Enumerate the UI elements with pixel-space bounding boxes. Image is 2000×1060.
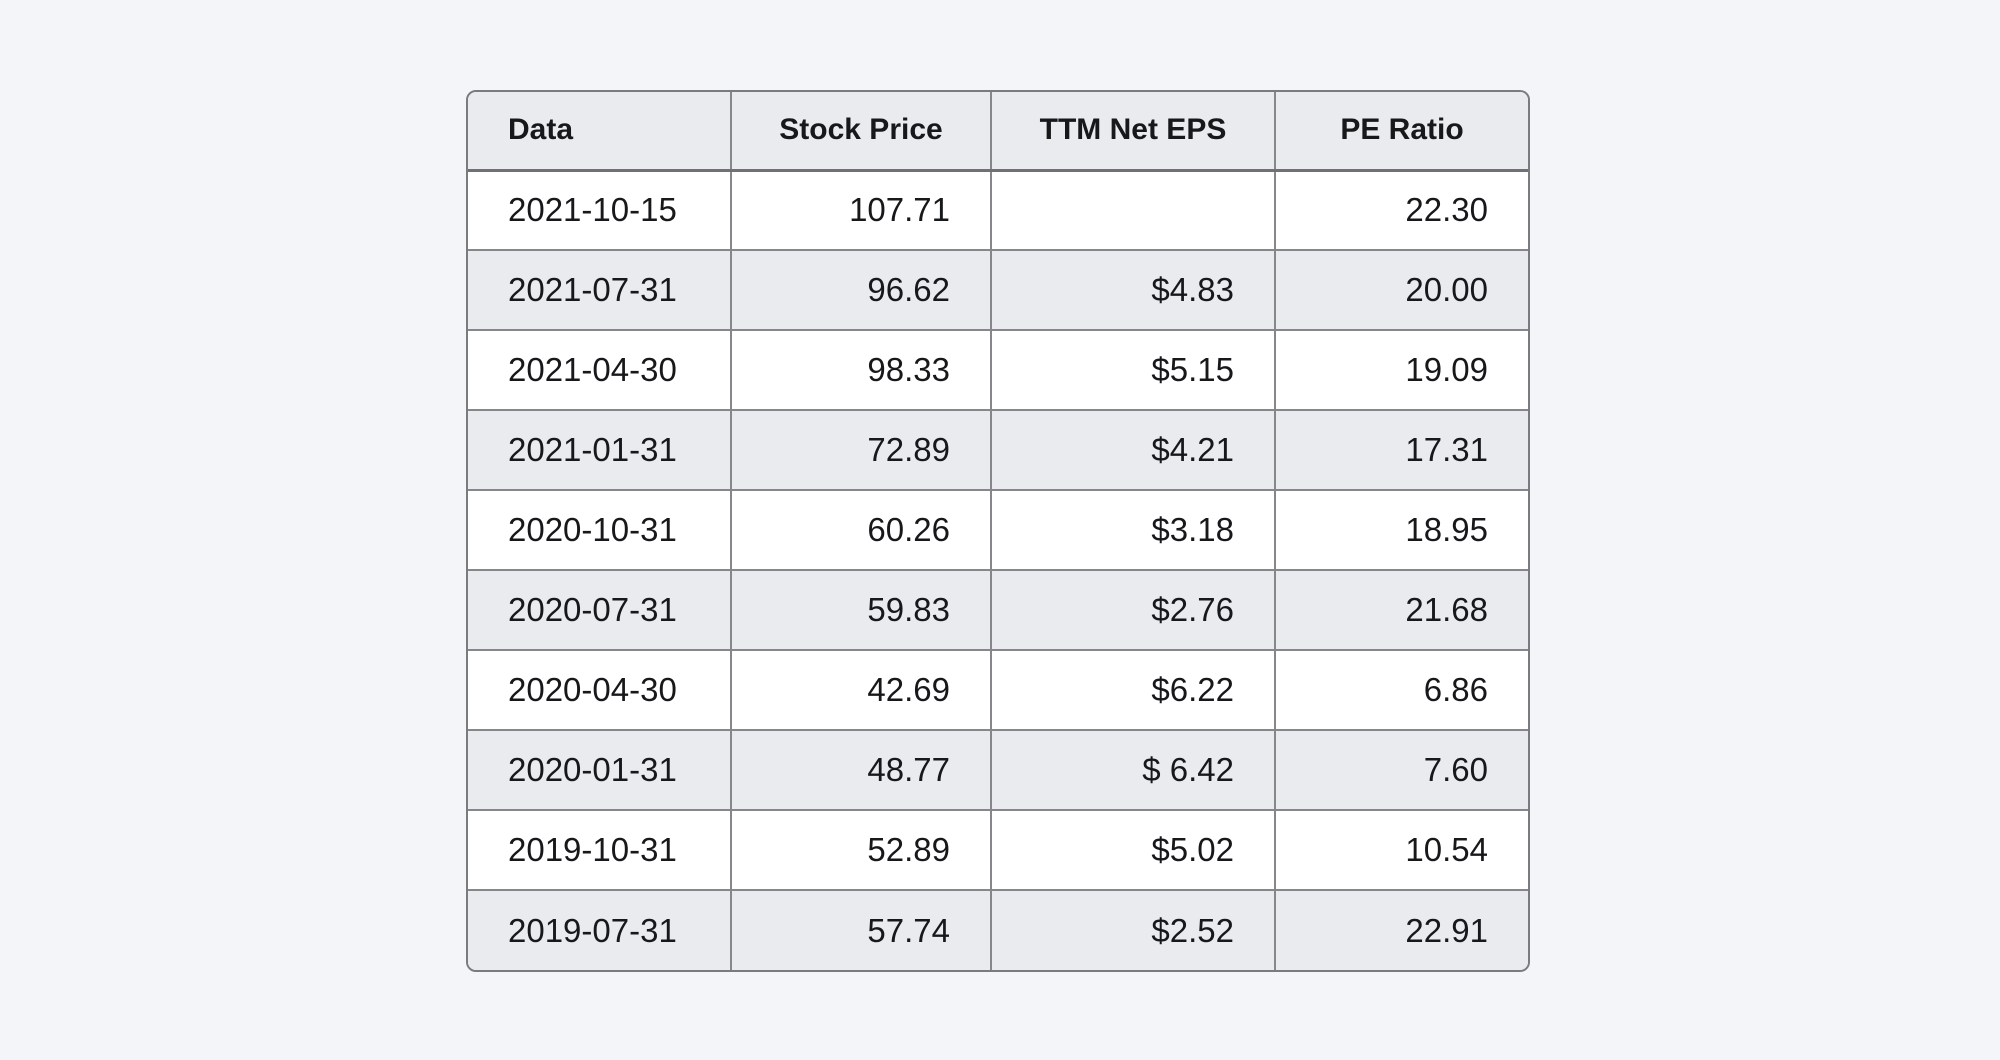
date-cell: 2021-07-31 bbox=[468, 250, 732, 331]
date-cell: 2021-04-30 bbox=[468, 330, 732, 411]
stock-price-cell: 48.77 bbox=[731, 730, 992, 811]
stock-price-cell: 57.74 bbox=[731, 890, 992, 970]
stock-price-cell: 42.69 bbox=[731, 650, 992, 731]
table-body: 2021-10-15 107.71 22.30 2021-07-31 96.62 $4.8… bbox=[468, 170, 1528, 970]
header-pe-ratio: PE Ratio bbox=[1275, 92, 1528, 172]
header-data: Data bbox=[468, 92, 732, 172]
stock-pe-table: Data Stock Price TTM Net EPS PE Ratio 20… bbox=[468, 92, 1528, 970]
table-row: 2020-04-30 42.69 $6.22 6.86 bbox=[468, 650, 1528, 731]
pe-ratio-cell: 20.00 bbox=[1275, 250, 1528, 331]
ttm-eps-cell: $5.15 bbox=[991, 330, 1276, 411]
date-cell: 2020-07-31 bbox=[468, 570, 732, 651]
pe-ratio-cell: 19.09 bbox=[1275, 330, 1528, 411]
date-cell: 2020-04-30 bbox=[468, 650, 732, 731]
ttm-eps-cell: $5.02 bbox=[991, 810, 1276, 891]
table-row: 2021-10-15 107.71 22.30 bbox=[468, 170, 1528, 251]
date-cell: 2019-07-31 bbox=[468, 890, 732, 970]
table-row: 2021-04-30 98.33 $5.15 19.09 bbox=[468, 330, 1528, 411]
header-stock-price: Stock Price bbox=[731, 92, 992, 172]
pe-ratio-cell: 21.68 bbox=[1275, 570, 1528, 651]
pe-ratio-cell: 17.31 bbox=[1275, 410, 1528, 491]
date-cell: 2019-10-31 bbox=[468, 810, 732, 891]
stock-price-cell: 59.83 bbox=[731, 570, 992, 651]
date-cell: 2021-10-15 bbox=[468, 170, 732, 251]
pe-ratio-cell: 18.95 bbox=[1275, 490, 1528, 571]
table-row: 2021-01-31 72.89 $4.21 17.31 bbox=[468, 410, 1528, 491]
ttm-eps-cell: $4.21 bbox=[991, 410, 1276, 491]
stock-price-cell: 96.62 bbox=[731, 250, 992, 331]
ttm-eps-cell bbox=[991, 170, 1276, 251]
pe-ratio-cell: 10.54 bbox=[1275, 810, 1528, 891]
ttm-eps-cell: $6.22 bbox=[991, 650, 1276, 731]
table-row: 2020-01-31 48.77 $ 6.42 7.60 bbox=[468, 730, 1528, 811]
table-row: 2019-07-31 57.74 $2.52 22.91 bbox=[468, 890, 1528, 970]
stock-price-cell: 72.89 bbox=[731, 410, 992, 491]
ttm-eps-cell: $ 6.42 bbox=[991, 730, 1276, 811]
date-cell: 2020-10-31 bbox=[468, 490, 732, 571]
pe-ratio-cell: 22.30 bbox=[1275, 170, 1528, 251]
date-cell: 2021-01-31 bbox=[468, 410, 732, 491]
stock-price-cell: 52.89 bbox=[731, 810, 992, 891]
ttm-eps-cell: $3.18 bbox=[991, 490, 1276, 571]
table-header: Data Stock Price TTM Net EPS PE Ratio bbox=[468, 92, 1528, 172]
table-row: 2021-07-31 96.62 $4.83 20.00 bbox=[468, 250, 1528, 331]
stock-pe-table-container: Data Stock Price TTM Net EPS PE Ratio 20… bbox=[466, 90, 1530, 972]
ttm-eps-cell: $2.52 bbox=[991, 890, 1276, 970]
date-cell: 2020-01-31 bbox=[468, 730, 732, 811]
stock-price-cell: 107.71 bbox=[731, 170, 992, 251]
stock-price-cell: 98.33 bbox=[731, 330, 992, 411]
table-row: 2019-10-31 52.89 $5.02 10.54 bbox=[468, 810, 1528, 891]
pe-ratio-cell: 6.86 bbox=[1275, 650, 1528, 731]
pe-ratio-cell: 22.91 bbox=[1275, 890, 1528, 970]
ttm-eps-cell: $2.76 bbox=[991, 570, 1276, 651]
header-ttm-net-eps: TTM Net EPS bbox=[991, 92, 1276, 172]
pe-ratio-cell: 7.60 bbox=[1275, 730, 1528, 811]
stock-price-cell: 60.26 bbox=[731, 490, 992, 571]
header-row: Data Stock Price TTM Net EPS PE Ratio bbox=[468, 92, 1528, 172]
table-row: 2020-10-31 60.26 $3.18 18.95 bbox=[468, 490, 1528, 571]
ttm-eps-cell: $4.83 bbox=[991, 250, 1276, 331]
table-row: 2020-07-31 59.83 $2.76 21.68 bbox=[468, 570, 1528, 651]
